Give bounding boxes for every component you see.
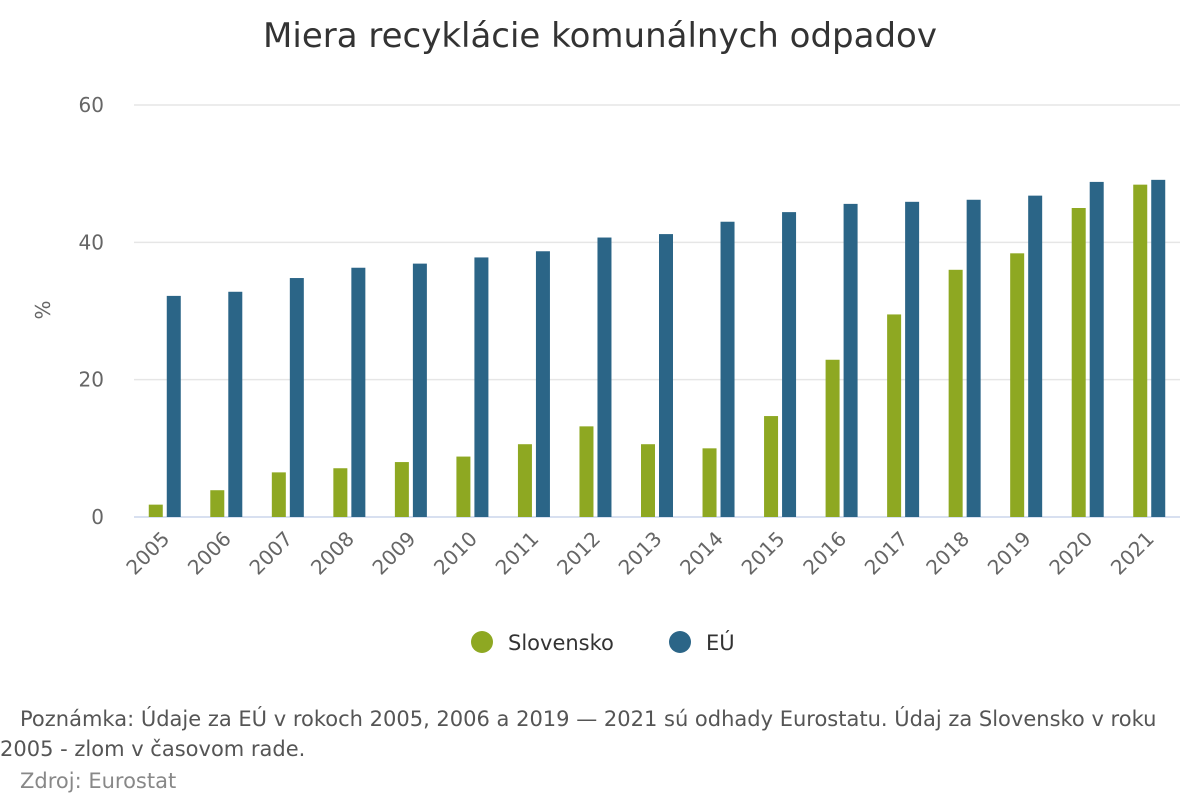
x-tick-label: 2010 xyxy=(429,527,482,580)
x-tick-label: 2015 xyxy=(737,527,790,580)
bar-eu-2021 xyxy=(1151,179,1166,517)
bar-slovensko-2018 xyxy=(948,269,963,517)
bar-slovensko-2020 xyxy=(1071,208,1086,517)
bar-slovensko-2012 xyxy=(579,426,594,517)
x-tick-label: 2014 xyxy=(675,527,728,580)
bars xyxy=(148,179,1166,518)
x-tick-label: 2012 xyxy=(552,527,605,580)
x-axis-ticks: 2005 2006 2007 2008 2009 2010 2011 2012 2013 2014… xyxy=(121,527,1158,580)
bar-slovensko-2017 xyxy=(887,314,902,517)
x-tick-label: 2020 xyxy=(1044,527,1097,580)
bar-eu-2020 xyxy=(1089,181,1104,517)
bar-slovensko-2016 xyxy=(825,359,840,517)
bar-slovensko-2014 xyxy=(702,448,717,517)
bar-eu-2011 xyxy=(535,251,550,517)
x-tick-label: 2018 xyxy=(921,527,974,580)
bar-eu-2016 xyxy=(843,203,858,517)
y-tick-label: 0 xyxy=(91,505,104,529)
bar-eu-2018 xyxy=(966,199,981,517)
bar-slovensko-2007 xyxy=(271,472,286,517)
recycling-rate-chart: Miera recyklácie komunálnych odpadov % 0… xyxy=(31,16,1180,655)
bar-slovensko-2013 xyxy=(641,444,655,517)
bar-eu-2014 xyxy=(720,221,735,517)
bar-eu-2009 xyxy=(412,263,427,517)
x-tick-label: 2021 xyxy=(1106,527,1159,580)
bar-eu-2010 xyxy=(474,257,489,517)
chart-title: Miera recyklácie komunálnych odpadov xyxy=(263,16,937,56)
bar-eu-2015 xyxy=(782,212,797,517)
bar-eu-2006 xyxy=(228,291,243,517)
bar-eu-2007 xyxy=(289,278,304,517)
y-axis-title: % xyxy=(31,300,55,319)
bar-eu-2008 xyxy=(351,267,366,517)
legend-label-slovensko[interactable]: Slovensko xyxy=(508,631,614,655)
x-tick-label: 2013 xyxy=(614,527,667,580)
bar-slovensko-2005 xyxy=(148,504,163,517)
bar-eu-2013 xyxy=(659,234,673,518)
bar-eu-2017 xyxy=(905,201,920,517)
y-tick-label: 60 xyxy=(79,93,104,117)
legend: Slovensko EÚ xyxy=(471,630,735,655)
grid-lines xyxy=(134,104,1180,518)
bar-eu-2019 xyxy=(1028,195,1043,517)
chart-source: Zdroj: Eurostat xyxy=(20,769,177,793)
bar-slovensko-2010 xyxy=(456,456,471,517)
x-tick-label: 2016 xyxy=(798,527,851,580)
bar-slovensko-2015 xyxy=(764,416,779,517)
bar-slovensko-2019 xyxy=(1010,253,1025,517)
y-tick-label: 40 xyxy=(79,230,104,254)
x-tick-label: 2006 xyxy=(183,527,236,580)
bar-slovensko-2011 xyxy=(517,444,532,517)
legend-marker-eu[interactable] xyxy=(669,631,691,653)
legend-label-eu[interactable]: EÚ xyxy=(706,630,735,655)
legend-marker-slovensko[interactable] xyxy=(471,631,493,653)
x-tick-label: 2009 xyxy=(367,527,420,580)
x-tick-label: 2011 xyxy=(491,527,544,580)
bar-slovensko-2009 xyxy=(394,462,409,517)
chart-note: Poznámka: Údaje za EÚ v rokoch 2005, 200… xyxy=(0,707,1157,761)
y-axis-ticks: 0 20 40 60 xyxy=(79,93,104,529)
x-tick-label: 2005 xyxy=(121,527,174,580)
bar-slovensko-2006 xyxy=(210,490,225,517)
bar-eu-2012 xyxy=(597,237,612,517)
bar-slovensko-2021 xyxy=(1133,184,1148,518)
bar-slovensko-2008 xyxy=(333,468,348,517)
y-tick-label: 20 xyxy=(79,368,104,392)
bar-eu-2005 xyxy=(166,295,181,517)
x-tick-label: 2019 xyxy=(983,527,1036,580)
x-tick-label: 2008 xyxy=(306,527,359,580)
x-tick-label: 2017 xyxy=(860,527,913,580)
x-tick-label: 2007 xyxy=(244,527,297,580)
